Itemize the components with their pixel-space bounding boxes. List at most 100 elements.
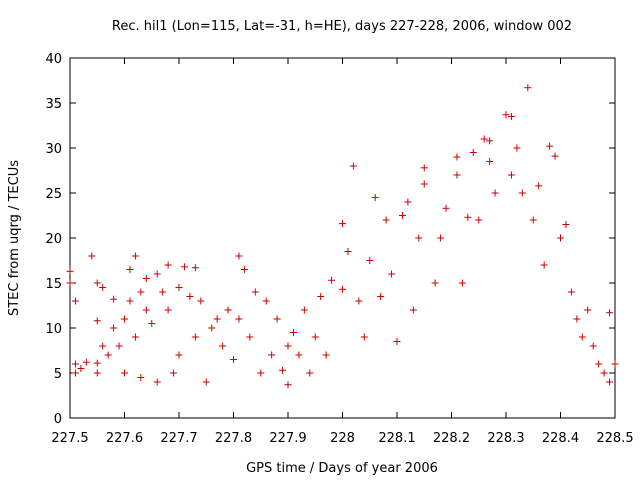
data-point — [339, 285, 346, 293]
data-point — [567, 288, 575, 296]
data-point — [486, 158, 494, 165]
data-point — [420, 180, 428, 188]
data-point — [431, 279, 439, 287]
data-point — [551, 152, 559, 160]
data-point — [213, 315, 221, 323]
data-point — [393, 338, 401, 345]
data-point — [180, 263, 188, 271]
data-point — [230, 356, 237, 363]
data-point — [404, 198, 412, 206]
y-axis-label: STEC from uqrg / TECUs — [7, 160, 22, 316]
data-point — [409, 306, 417, 314]
data-point — [240, 266, 248, 273]
data-point — [175, 351, 183, 359]
data-point — [71, 360, 79, 368]
data-point — [502, 111, 510, 119]
x-tick-label: 228.2 — [433, 431, 470, 446]
data-point — [507, 113, 515, 120]
y-tick-label: 10 — [45, 322, 62, 337]
data-point — [121, 315, 128, 323]
data-point — [273, 315, 281, 323]
data-point — [589, 342, 597, 350]
data-point — [126, 297, 134, 305]
data-point — [88, 252, 96, 260]
data-point — [142, 306, 150, 314]
y-axis-ticks: 0 5 10 15 20 25 30 35 40 — [45, 52, 615, 427]
data-point — [469, 149, 477, 156]
data-point — [546, 142, 554, 150]
plot-background — [70, 58, 615, 418]
data-point — [344, 248, 352, 255]
data-point — [295, 351, 303, 359]
data-point — [251, 288, 259, 296]
data-point — [366, 257, 374, 264]
data-point — [524, 84, 532, 92]
data-point — [398, 212, 406, 219]
data-point — [93, 359, 101, 367]
data-point — [518, 189, 526, 197]
data-point — [349, 162, 357, 170]
data-point — [279, 366, 287, 374]
data-point — [377, 293, 385, 300]
data-point — [82, 358, 90, 366]
data-point — [170, 369, 178, 377]
data-point — [175, 284, 183, 291]
data-point — [311, 333, 319, 341]
data-point — [153, 378, 161, 386]
data-point — [142, 275, 150, 282]
x-axis-ticks: 227.5 227.6 227.7 227.8 227.9 228 228.1 228.2 22… — [51, 58, 634, 446]
data-point — [77, 365, 85, 372]
data-point — [110, 324, 118, 332]
data-point — [606, 309, 614, 317]
data-point — [197, 297, 205, 305]
y-tick-label: 25 — [45, 187, 62, 202]
data-point — [208, 324, 216, 332]
data-point — [339, 220, 346, 228]
data-point — [535, 182, 543, 190]
x-axis-label: GPS time / Days of year 2006 — [246, 461, 438, 476]
x-tick-label: 228.5 — [596, 431, 633, 446]
data-point — [137, 374, 145, 381]
chart-title: Rec. hil1 (Lon=115, Lat=-31, h=HE), days… — [112, 19, 572, 34]
data-point — [306, 369, 314, 377]
data-point — [289, 329, 297, 336]
data-point — [611, 360, 619, 368]
data-point — [382, 216, 390, 224]
data-point — [153, 270, 161, 278]
x-tick-label: 227.9 — [269, 431, 306, 446]
data-point — [578, 333, 586, 341]
y-tick-label: 20 — [45, 232, 62, 247]
data-point — [322, 351, 330, 359]
data-point — [360, 333, 368, 341]
data-point — [186, 293, 194, 300]
data-point — [71, 297, 79, 305]
data-point — [540, 261, 548, 269]
data-point — [104, 351, 112, 359]
x-tick-label: 227.7 — [160, 431, 197, 446]
data-point — [191, 264, 199, 272]
data-point — [257, 369, 265, 377]
data-point — [355, 297, 363, 305]
data-point — [480, 135, 488, 143]
data-point — [202, 378, 210, 386]
data-point — [371, 194, 379, 201]
data-point — [71, 369, 79, 377]
data-point — [300, 306, 308, 314]
data-point — [126, 266, 134, 273]
x-tick-label: 228 — [330, 431, 355, 446]
data-point — [415, 234, 423, 242]
data-point — [110, 295, 118, 303]
x-tick-label: 228.4 — [542, 431, 579, 446]
data-point — [121, 369, 128, 377]
data-point — [442, 204, 450, 212]
data-point — [131, 333, 139, 341]
data-point — [159, 288, 167, 296]
data-point — [164, 261, 172, 269]
data-point — [475, 216, 483, 224]
data-point — [268, 351, 276, 359]
data-point — [191, 333, 199, 341]
data-point — [219, 342, 227, 350]
x-tick-label: 227.5 — [51, 431, 88, 446]
data-point — [262, 297, 270, 305]
data-point — [246, 333, 254, 341]
